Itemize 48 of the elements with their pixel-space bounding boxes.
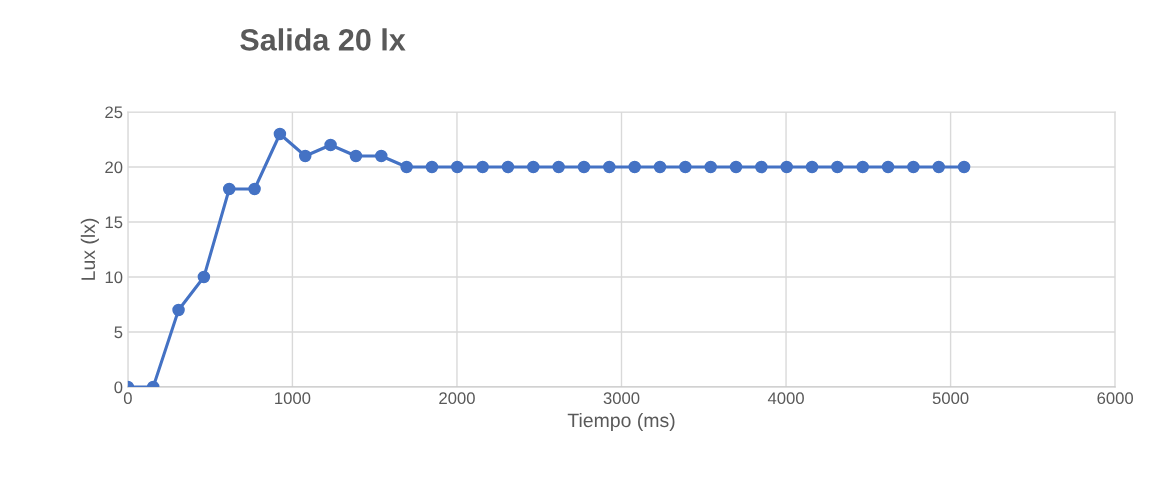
- y-tick-label: 5: [114, 326, 123, 339]
- x-tick-label: 1000: [275, 392, 311, 405]
- point: [907, 160, 920, 174]
- y-tick-label: 25: [105, 106, 123, 119]
- point: [375, 149, 388, 163]
- x-axis-title: Tiempo (ms): [567, 412, 675, 432]
- point: [222, 182, 236, 196]
- x-tick-label: 2000: [439, 392, 475, 405]
- point: [628, 160, 641, 174]
- point: [679, 160, 692, 174]
- point: [932, 160, 945, 174]
- y-tick-label: 20: [105, 161, 123, 174]
- point: [527, 160, 540, 174]
- point: [603, 160, 616, 174]
- point: [400, 160, 413, 174]
- y-tick-label: 15: [105, 216, 123, 229]
- point: [805, 160, 819, 174]
- point: [856, 160, 869, 174]
- x-tick-label: 0: [123, 392, 132, 405]
- point: [552, 160, 565, 174]
- point: [957, 160, 971, 174]
- x-tick-label: 4000: [767, 392, 804, 405]
- point: [451, 160, 464, 174]
- point: [349, 149, 363, 163]
- chart-title: Salida 20 lx: [240, 28, 406, 51]
- point: [653, 160, 667, 174]
- point: [425, 160, 439, 174]
- point: [577, 160, 591, 174]
- point: [324, 138, 337, 152]
- y-tick-label: 0: [114, 381, 123, 394]
- point: [704, 160, 717, 174]
- point: [298, 149, 312, 163]
- point: [197, 270, 211, 284]
- point: [881, 160, 895, 174]
- point: [172, 303, 185, 317]
- point: [831, 160, 844, 174]
- point: [273, 127, 287, 141]
- point: [755, 160, 768, 174]
- x-tick-label: 6000: [1097, 392, 1134, 405]
- x-tick-label: 3000: [603, 392, 640, 405]
- y-tick-label: 10: [105, 271, 123, 284]
- point: [780, 160, 793, 174]
- x-tick-label: 5000: [932, 392, 969, 405]
- point: [729, 160, 743, 174]
- point: [476, 160, 489, 174]
- point: [501, 160, 515, 174]
- y-axis-title: Lux (lx): [80, 218, 99, 280]
- point: [248, 182, 261, 196]
